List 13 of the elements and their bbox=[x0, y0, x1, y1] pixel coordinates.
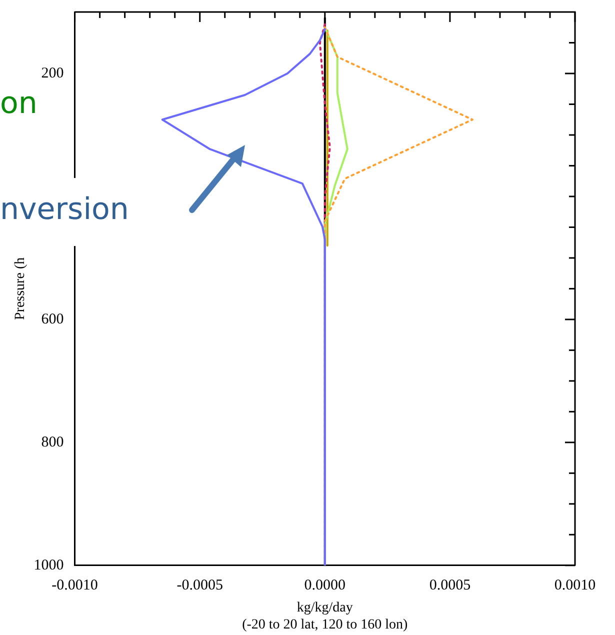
annotation: nversion bbox=[0, 178, 135, 246]
y-tick-label: 800 bbox=[41, 434, 64, 450]
text: on bbox=[0, 82, 40, 126]
x-tick-label: 0.0000 bbox=[304, 577, 346, 594]
y-tick-label: 200 bbox=[41, 65, 64, 82]
y-tick-label: 600 bbox=[41, 311, 64, 328]
x-tick-label: -0.0005 bbox=[176, 577, 223, 594]
x-tick-label: -0.0010 bbox=[52, 577, 98, 594]
y-tick-label: 1000 bbox=[34, 557, 64, 574]
x-tick-label: 0.0005 bbox=[429, 577, 471, 594]
x-axis-title: kg/kg/day (-20 to 20 lat, 120 to 160 lon) bbox=[242, 600, 408, 632]
x-tick-label: 0.0010 bbox=[554, 577, 596, 594]
y-axis-title: Pressure (h bbox=[13, 257, 28, 320]
